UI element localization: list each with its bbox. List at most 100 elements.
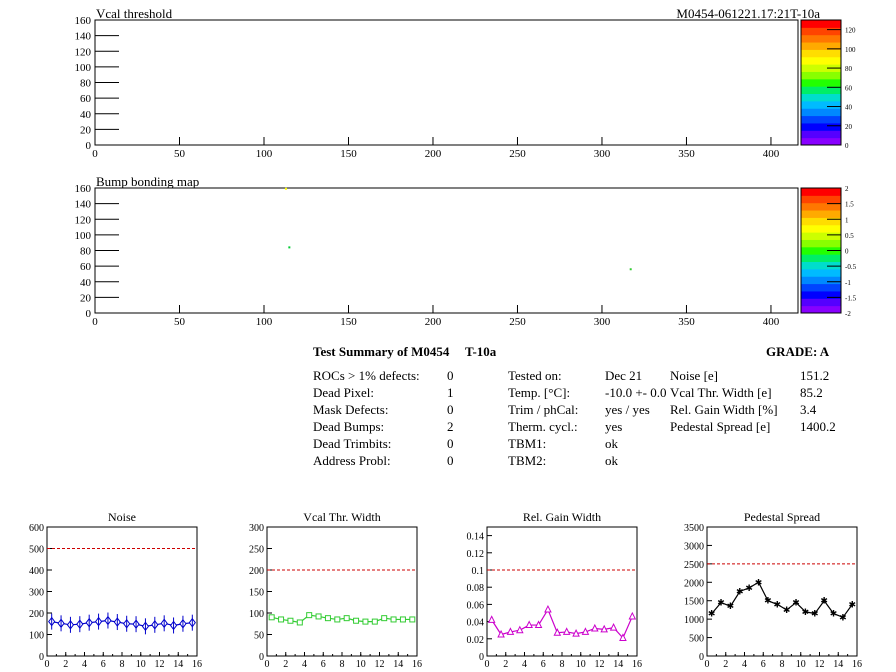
series-line [271, 614, 413, 624]
y-tick-label: 0 [39, 652, 44, 663]
data-point: ✱ [745, 583, 753, 593]
y-tick-label: 0.1 [472, 566, 485, 577]
data-point [381, 615, 388, 622]
y-tick-label: 250 [249, 545, 264, 556]
x-tick-label: 0 [45, 659, 50, 670]
y-tick-label: 150 [249, 588, 264, 599]
colorbar-cell [801, 100, 841, 109]
y-tick-label: 160 [75, 15, 92, 27]
colorbar-cell [801, 71, 841, 80]
summary-value: 85.2 [800, 385, 823, 400]
x-tick-label: 8 [120, 659, 125, 670]
x-tick-label: 100 [256, 148, 273, 160]
map-0 [94, 19, 842, 146]
data-point [572, 629, 580, 637]
summary-label: Trim / phCal: [508, 402, 579, 417]
colorbar-cell [801, 195, 841, 204]
data-point: ✱ [830, 609, 838, 619]
bump-point [629, 268, 632, 271]
data-point: ✱ [708, 609, 716, 619]
y-tick-label: 120 [75, 214, 92, 226]
colorbar-cell [801, 20, 841, 28]
summary-value: Dec 21 [605, 368, 643, 383]
z-tick-label: -1.5 [845, 294, 857, 302]
y-tick-label: 20 [80, 292, 92, 304]
summary-label: Noise [e] [670, 368, 719, 383]
colorbar-cell [801, 261, 841, 270]
x-tick-label: 300 [594, 316, 611, 328]
y-tick-label: 0 [259, 652, 264, 663]
x-tick-label: 12 [595, 659, 605, 670]
map1-module-id: M0454-061221.17:21T-10a [676, 6, 820, 21]
colorbar-cell [801, 305, 841, 314]
data-point: ✱ [736, 587, 744, 597]
x-tick-label: 16 [192, 659, 202, 670]
colorbar-cell [801, 276, 841, 285]
chart-title: Rel. Gain Width [523, 510, 601, 524]
data-point [544, 604, 552, 613]
x-tick-label: 14 [613, 659, 623, 670]
map-frame [94, 187, 799, 314]
data-point: ✱ [764, 596, 772, 606]
y-tick-label: 60 [80, 261, 92, 273]
y-tick-label: 120 [75, 46, 92, 58]
y-tick-label: 3500 [684, 523, 704, 534]
x-tick-label: 16 [412, 659, 422, 670]
x-tick-label: 10 [136, 659, 146, 670]
summary-label: Rel. Gain Width [%] [670, 402, 778, 417]
summary-label: Address Probl: [313, 453, 391, 468]
y-tick-label: 1500 [684, 597, 704, 608]
summary-label: Vcal Thr. Width [e] [670, 385, 772, 400]
y-tick-label: 0.12 [467, 549, 485, 560]
x-tick-label: 2 [63, 659, 68, 670]
colorbar-cell [801, 108, 841, 117]
y-tick-label: 40 [80, 109, 92, 121]
data-point [562, 627, 571, 635]
y-tick-label: 80 [80, 78, 92, 90]
y-tick-label: 500 [689, 634, 704, 645]
y-tick-label: 100 [75, 230, 92, 242]
x-tick-label: 0 [705, 659, 710, 670]
y-tick-label: 20 [80, 124, 92, 136]
x-tick-label: 6 [761, 659, 766, 670]
y-tick-label: 0 [479, 652, 484, 663]
y-tick-label: 0.02 [467, 635, 485, 646]
colorbar-cell [801, 122, 841, 131]
data-point [553, 628, 562, 636]
z-tick-label: 40 [845, 104, 853, 112]
chart-title: Pedestal Spread [744, 510, 820, 524]
small-chart-2 [46, 526, 198, 657]
colorbar-cell [801, 78, 841, 87]
data-point [399, 616, 406, 623]
colorbar-cell [801, 64, 841, 72]
x-tick-label: 150 [340, 316, 357, 328]
series-line [711, 581, 853, 619]
colorbar-cell [801, 283, 841, 292]
x-tick-label: 50 [174, 148, 186, 160]
summary-value: ok [605, 436, 618, 451]
chart-frame [486, 526, 638, 657]
data-point [353, 617, 360, 624]
colorbar-cell [801, 210, 841, 218]
summary-label: Pedestal Spread [e] [670, 419, 771, 434]
y-tick-label: 0.08 [467, 583, 485, 594]
x-tick-label: 6 [321, 659, 326, 670]
data-point [278, 616, 285, 623]
summary-label: Mask Defects: [313, 402, 389, 417]
x-tick-label: 6 [541, 659, 546, 670]
chart-title: Vcal Thr. Width [303, 510, 380, 524]
data-point [409, 616, 416, 623]
x-tick-label: 14 [833, 659, 843, 670]
x-tick-label: 300 [594, 148, 611, 160]
colorbar-cell [801, 137, 841, 146]
z-tick-label: 0 [845, 248, 849, 256]
y-tick-label: 0.04 [467, 618, 485, 629]
x-tick-label: 16 [852, 659, 862, 670]
y-tick-label: 300 [29, 588, 44, 599]
data-point: ✱ [783, 605, 791, 615]
x-tick-label: 400 [763, 148, 780, 160]
chart-title: Noise [108, 510, 136, 524]
data-point: ✱ [811, 609, 819, 619]
y-tick-label: 300 [249, 523, 264, 534]
colorbar-cell [801, 217, 841, 226]
